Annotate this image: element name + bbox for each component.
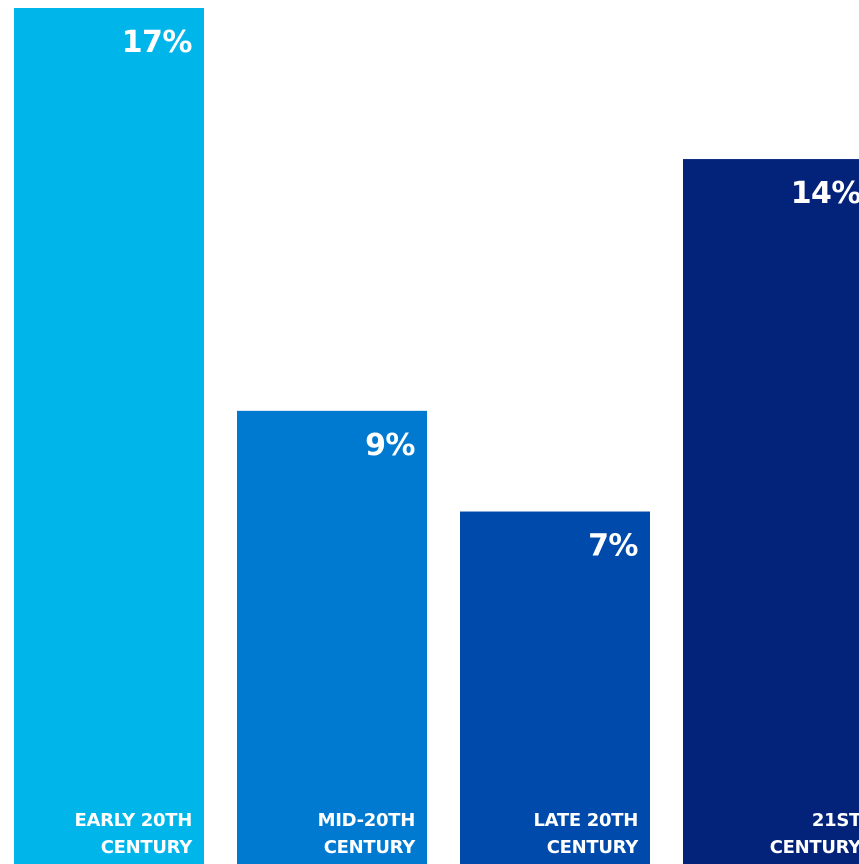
bar-value-label: 7% [588,529,638,564]
category-tick-label: MID-20TH [318,810,415,831]
category-tick-label: EARLY 20TH [75,810,192,831]
bar-group: 14% 21ST CENTURY [683,159,859,864]
bar-value-label: 17% [122,25,193,60]
bar-group: 17% EARLY 20TH CENTURY [14,8,204,864]
bar [14,8,204,864]
bar-value-label: 14% [791,176,859,211]
bar-value-label: 9% [365,428,415,463]
bar [460,511,650,864]
category-tick-label: CENTURY [547,837,640,858]
category-tick-label: LATE 20TH [533,810,638,831]
category-tick-label: 21ST [812,810,859,831]
category-tick-label: CENTURY [101,837,194,858]
bar-group: 9% MID-20TH CENTURY [237,410,427,864]
category-tick-label: CENTURY [324,837,417,858]
bar [237,410,427,864]
bar [683,159,859,864]
category-tick-label: CENTURY [770,837,859,858]
bar-group: 7% LATE 20TH CENTURY [460,511,650,864]
